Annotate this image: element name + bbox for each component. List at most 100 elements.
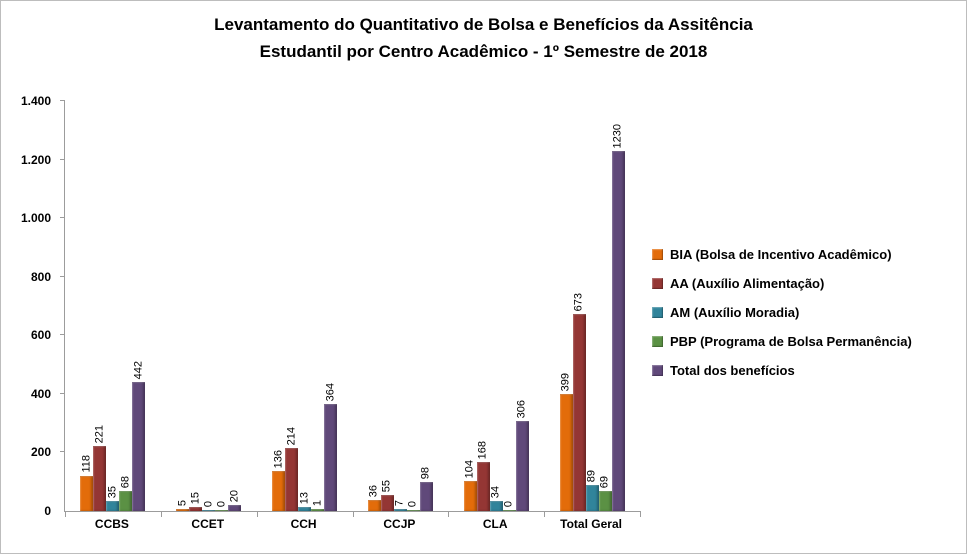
legend-swatch bbox=[652, 249, 663, 260]
bar-value-label: 442 bbox=[132, 360, 145, 379]
bar-value-label: 1 bbox=[311, 499, 324, 506]
bar: 136 bbox=[272, 450, 286, 511]
y-tick-label: 800 bbox=[30, 269, 51, 284]
y-tick-mark bbox=[60, 217, 65, 219]
bar-value-label: 0 bbox=[202, 500, 215, 507]
legend: BIA (Bolsa de Incentivo Acadêmico) AA (Au… bbox=[652, 247, 960, 392]
legend-label: PBP (Programa de Bolsa Permanência) bbox=[670, 334, 912, 349]
bar: 104 bbox=[463, 460, 477, 511]
bar-group: 118 221 35 68 442 bbox=[65, 101, 161, 511]
bar-value-label: 0 bbox=[406, 500, 419, 507]
y-tick-label: 1.400 bbox=[20, 94, 51, 108]
x-axis-category-label: Total Geral bbox=[560, 517, 622, 531]
bar: 5 bbox=[176, 500, 190, 511]
legend-label: BIA (Bolsa de Incentivo Acadêmico) bbox=[670, 247, 892, 262]
chart-title-line2: Estudantil por Centro Acadêmico - 1º Sem… bbox=[259, 42, 708, 61]
y-tick-label: 0 bbox=[44, 504, 51, 518]
bar: 34 bbox=[489, 486, 503, 511]
legend-item: PBP (Programa de Bolsa Permanência) bbox=[652, 334, 960, 349]
bar: 0 bbox=[406, 501, 420, 511]
bar-value-label: 69 bbox=[598, 475, 611, 488]
bar-value-label: 0 bbox=[215, 500, 228, 507]
bar-cluster: 136 214 13 1 364 bbox=[272, 383, 338, 511]
x-axis-category-label: CCET bbox=[191, 517, 225, 531]
bar-value-label: 221 bbox=[93, 424, 106, 443]
legend-label: AA (Auxílio Alimentação) bbox=[670, 276, 825, 291]
y-tick-mark bbox=[60, 158, 65, 160]
x-axis-labels: CCBS CCET CCH CCJP CLA Total Geral bbox=[64, 517, 639, 531]
bar-value-label: 364 bbox=[324, 382, 337, 401]
bar-value-label: 399 bbox=[559, 372, 572, 391]
bar-value-label: 13 bbox=[298, 491, 311, 504]
bar: 0 bbox=[215, 501, 229, 511]
y-axis: 0 200 400 600 800 1.000 1.200 1.400 bbox=[1, 94, 59, 518]
bar-cluster: 118 221 35 68 442 bbox=[80, 361, 146, 511]
x-tick-mark bbox=[65, 511, 66, 517]
bar: 0 bbox=[502, 501, 516, 511]
x-tick-mark bbox=[640, 511, 641, 517]
bar-cluster: 399 673 89 69 1230 bbox=[559, 124, 625, 511]
bar-value-label: 306 bbox=[515, 399, 528, 418]
y-tick-mark bbox=[60, 334, 65, 336]
bar-group: 36 55 7 0 98 bbox=[352, 101, 448, 511]
x-axis-category-label: CLA bbox=[482, 517, 508, 531]
bar: 221 bbox=[93, 425, 107, 511]
x-tick-mark bbox=[448, 511, 450, 517]
bar-value-label: 104 bbox=[463, 459, 476, 478]
bar: 364 bbox=[324, 383, 338, 511]
bar: 35 bbox=[106, 486, 120, 511]
y-tick-label: 400 bbox=[30, 386, 51, 401]
y-tick-mark bbox=[60, 392, 65, 394]
y-tick-label: 1.200 bbox=[20, 152, 51, 167]
x-tick-mark bbox=[352, 511, 354, 517]
bar: 1 bbox=[311, 500, 325, 511]
y-tick-label: 600 bbox=[30, 328, 51, 343]
bar: 118 bbox=[80, 455, 94, 511]
bar-value-label: 118 bbox=[80, 455, 93, 473]
bar-value-label: 214 bbox=[285, 426, 298, 445]
bar-value-label: 5 bbox=[176, 499, 189, 506]
legend-swatch bbox=[652, 365, 663, 376]
bar: 89 bbox=[585, 470, 599, 511]
bar-value-label: 98 bbox=[419, 466, 432, 479]
plot-area: 118 221 35 68 442 5 15 0 0 20 136 214 13 1 364 36 55 7 0 98… bbox=[60, 100, 641, 517]
bar-value-label: 7 bbox=[393, 499, 406, 506]
bar: 168 bbox=[476, 441, 490, 511]
x-tick-mark bbox=[544, 511, 546, 517]
bar: 1230 bbox=[611, 124, 625, 511]
legend-label: Total dos benefícios bbox=[670, 363, 795, 378]
bar: 673 bbox=[572, 293, 586, 511]
bar-cluster: 104 168 34 0 306 bbox=[463, 400, 529, 511]
legend-swatch bbox=[652, 336, 663, 347]
bar-cluster: 5 15 0 0 20 bbox=[176, 490, 242, 511]
y-tick-label: 200 bbox=[30, 445, 51, 460]
y-tick-mark bbox=[60, 100, 65, 101]
legend-label: AM (Auxílio Moradia) bbox=[670, 305, 800, 320]
x-tick-mark bbox=[160, 511, 162, 517]
bar: 7 bbox=[393, 500, 407, 511]
bar-value-label: 68 bbox=[119, 475, 132, 488]
legend-item: AA (Auxílio Alimentação) bbox=[652, 276, 960, 291]
bar-group: 136 214 13 1 364 bbox=[257, 101, 353, 511]
bar-cluster: 36 55 7 0 98 bbox=[367, 467, 433, 511]
chart-title: Levantamento do Quantitativo de Bolsa e … bbox=[1, 11, 966, 65]
bar-value-label: 136 bbox=[272, 449, 285, 468]
bar: 306 bbox=[515, 400, 529, 511]
bar: 69 bbox=[598, 476, 612, 511]
bar-value-label: 36 bbox=[367, 484, 380, 497]
bar-value-label: 20 bbox=[228, 489, 241, 502]
legend-item: BIA (Bolsa de Incentivo Acadêmico) bbox=[652, 247, 960, 262]
bar: 55 bbox=[380, 480, 394, 511]
bar: 0 bbox=[202, 501, 216, 511]
bar-value-label: 0 bbox=[502, 500, 515, 507]
bar-value-label: 89 bbox=[585, 469, 598, 482]
bar-group: 5 15 0 0 20 bbox=[161, 101, 257, 511]
bar-value-label: 34 bbox=[489, 485, 502, 498]
x-tick-mark bbox=[256, 511, 258, 517]
legend-item: Total dos benefícios bbox=[652, 363, 960, 378]
legend-swatch bbox=[652, 307, 663, 318]
bar-group: 399 673 89 69 1230 bbox=[544, 101, 640, 511]
bar-groups: 118 221 35 68 442 5 15 0 0 20 136 214 13 1 364 36 55 7 0 98… bbox=[65, 101, 640, 511]
bar-value-label: 35 bbox=[106, 485, 119, 498]
